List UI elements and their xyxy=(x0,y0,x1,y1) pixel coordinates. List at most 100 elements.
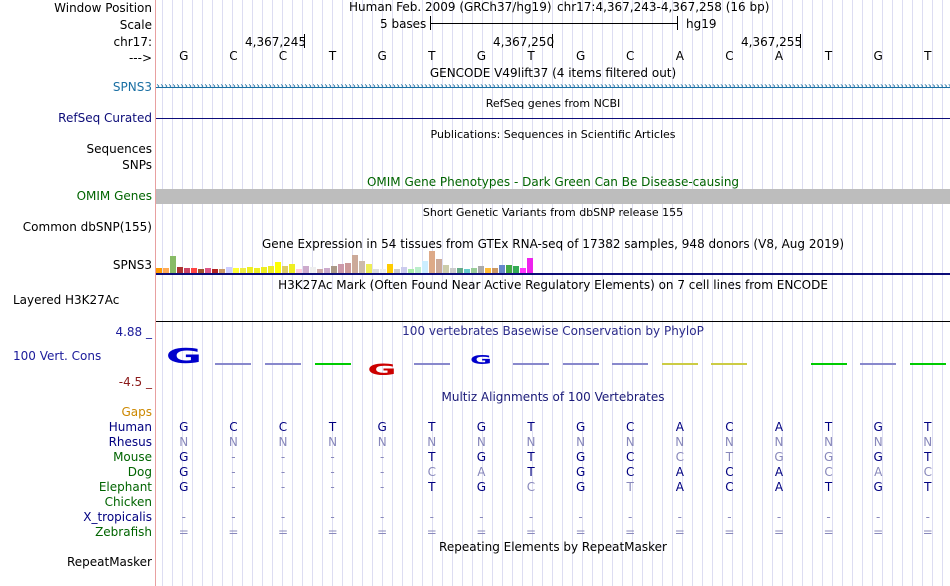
gtex-bar[interactable] xyxy=(345,263,351,273)
alignment-base: - xyxy=(479,510,484,524)
gtex-bar[interactable] xyxy=(415,267,421,273)
gtex-bar[interactable] xyxy=(233,268,239,273)
gtex-bar[interactable] xyxy=(324,268,330,273)
gtex-bar[interactable] xyxy=(289,264,295,273)
label-gaps[interactable]: Gaps xyxy=(121,405,152,419)
track-labels: Window Position Scale chr17: ---> SPNS3 … xyxy=(0,0,156,586)
alignment-base: G xyxy=(575,450,586,464)
gtex-bar[interactable] xyxy=(394,269,400,273)
gtex-bar[interactable] xyxy=(170,256,176,273)
gtex-bar[interactable] xyxy=(261,267,267,273)
gtex-bar[interactable] xyxy=(422,261,428,273)
gtex-bar[interactable] xyxy=(275,262,281,273)
alignment-base: = xyxy=(674,525,685,539)
grid-line xyxy=(642,0,643,586)
gtex-bar[interactable] xyxy=(443,265,449,273)
gtex-bar[interactable] xyxy=(499,265,505,273)
grid-line xyxy=(222,0,223,586)
label-omim[interactable]: OMIM Genes xyxy=(76,189,152,203)
label-spns3-gtex[interactable]: SPNS3 xyxy=(112,258,152,272)
gtex-bar[interactable] xyxy=(240,268,246,273)
label-sequences[interactable]: Sequences xyxy=(86,142,152,156)
species-label[interactable]: Rhesus xyxy=(108,435,152,449)
gtex-bar[interactable] xyxy=(506,265,512,273)
gtex-bar[interactable] xyxy=(457,268,463,273)
gtex-bar[interactable] xyxy=(247,267,253,273)
gtex-bar[interactable] xyxy=(429,251,435,273)
gtex-bar[interactable] xyxy=(303,266,309,273)
gtex-bar[interactable] xyxy=(478,266,484,273)
gtex-bar[interactable] xyxy=(520,268,526,273)
alignment-base: N xyxy=(526,435,536,449)
gtex-bar[interactable] xyxy=(471,268,477,273)
alignment-base: C xyxy=(625,465,635,479)
gtex-bar[interactable] xyxy=(331,266,337,273)
gtex-bar[interactable] xyxy=(191,268,197,273)
gtex-bar[interactable] xyxy=(317,269,323,273)
gtex-bar[interactable] xyxy=(268,266,274,273)
gtex-bar[interactable] xyxy=(366,264,372,273)
species-label[interactable]: X_tropicalis xyxy=(83,510,152,524)
species-label[interactable]: Zebrafish xyxy=(95,525,152,539)
label-repeatmasker[interactable]: RepeatMasker xyxy=(66,555,152,569)
label-cons-name[interactable]: 100 Vert. Cons xyxy=(13,349,102,363)
browser-image[interactable] xyxy=(156,0,950,586)
gtex-bar[interactable] xyxy=(254,268,260,273)
gtex-bar[interactable] xyxy=(184,268,190,273)
gtex-bar[interactable] xyxy=(513,266,519,273)
species-label[interactable]: Elephant xyxy=(98,480,152,494)
ruler-base: C xyxy=(625,49,635,63)
gtex-bar[interactable] xyxy=(296,269,302,273)
label-window-position[interactable]: Window Position xyxy=(54,1,152,15)
gencode-strand-chevrons[interactable]: ››››››››››››››››››››››››››››››››››››››››… xyxy=(156,81,950,92)
alignment-base: A xyxy=(675,465,684,479)
label-common-dbsnp[interactable]: Common dbSNP(155) xyxy=(22,220,152,234)
label-chrom[interactable]: chr17: xyxy=(113,35,152,49)
gtex-bar[interactable] xyxy=(219,269,225,273)
alignment-base: T xyxy=(328,420,337,434)
gtex-bar[interactable] xyxy=(205,268,211,273)
gtex-bar[interactable] xyxy=(485,268,491,273)
refseq-gene-line[interactable] xyxy=(156,118,950,119)
gtex-bar[interactable] xyxy=(163,268,169,273)
gtex-bar[interactable] xyxy=(282,266,288,273)
gtex-bar[interactable] xyxy=(450,268,456,273)
gtex-bar[interactable] xyxy=(436,259,442,273)
gtex-bar[interactable] xyxy=(387,264,393,273)
gtex-bar[interactable] xyxy=(352,255,358,273)
species-label[interactable]: Mouse xyxy=(113,450,152,464)
label-scale[interactable]: Scale xyxy=(119,18,152,32)
label-h3k27ac[interactable]: Layered H3K27Ac xyxy=(13,293,120,307)
phylop-logo: G xyxy=(165,344,202,368)
alignment-base: G xyxy=(179,480,189,494)
gtex-bar[interactable] xyxy=(212,269,218,273)
species-label[interactable]: Chicken xyxy=(104,495,152,509)
gtex-bar[interactable] xyxy=(359,261,365,273)
label-refseq[interactable]: RefSeq Curated xyxy=(58,111,152,125)
alignment-base: G xyxy=(179,465,189,479)
gtex-bar[interactable] xyxy=(492,268,498,273)
omim-feature[interactable] xyxy=(156,189,950,204)
alignment-base: - xyxy=(380,465,385,479)
gtex-bar[interactable] xyxy=(373,269,379,273)
alignment-base: T xyxy=(824,480,833,494)
label-spns3-gencode[interactable]: SPNS3 xyxy=(112,80,152,94)
gtex-bar[interactable] xyxy=(380,269,386,273)
gtex-bar[interactable] xyxy=(226,267,232,273)
gtex-bar[interactable] xyxy=(156,268,162,273)
gtex-bar[interactable] xyxy=(310,267,316,273)
gtex-bar[interactable] xyxy=(338,264,344,273)
grid-line xyxy=(322,0,323,586)
label-snps[interactable]: SNPs xyxy=(122,158,152,172)
gtex-bar[interactable] xyxy=(198,269,204,273)
gtex-bar[interactable] xyxy=(177,267,183,273)
gtex-bar[interactable] xyxy=(464,269,470,273)
gencode-gene-line[interactable] xyxy=(156,87,950,88)
species-label[interactable]: Human xyxy=(108,420,152,434)
species-label[interactable]: Dog xyxy=(127,465,152,479)
gtex-bar[interactable] xyxy=(408,269,414,273)
gtex-bar[interactable] xyxy=(401,267,407,273)
alignment-base: - xyxy=(280,480,286,494)
gtex-bar[interactable] xyxy=(527,258,533,273)
alignment-base: C xyxy=(526,480,536,494)
